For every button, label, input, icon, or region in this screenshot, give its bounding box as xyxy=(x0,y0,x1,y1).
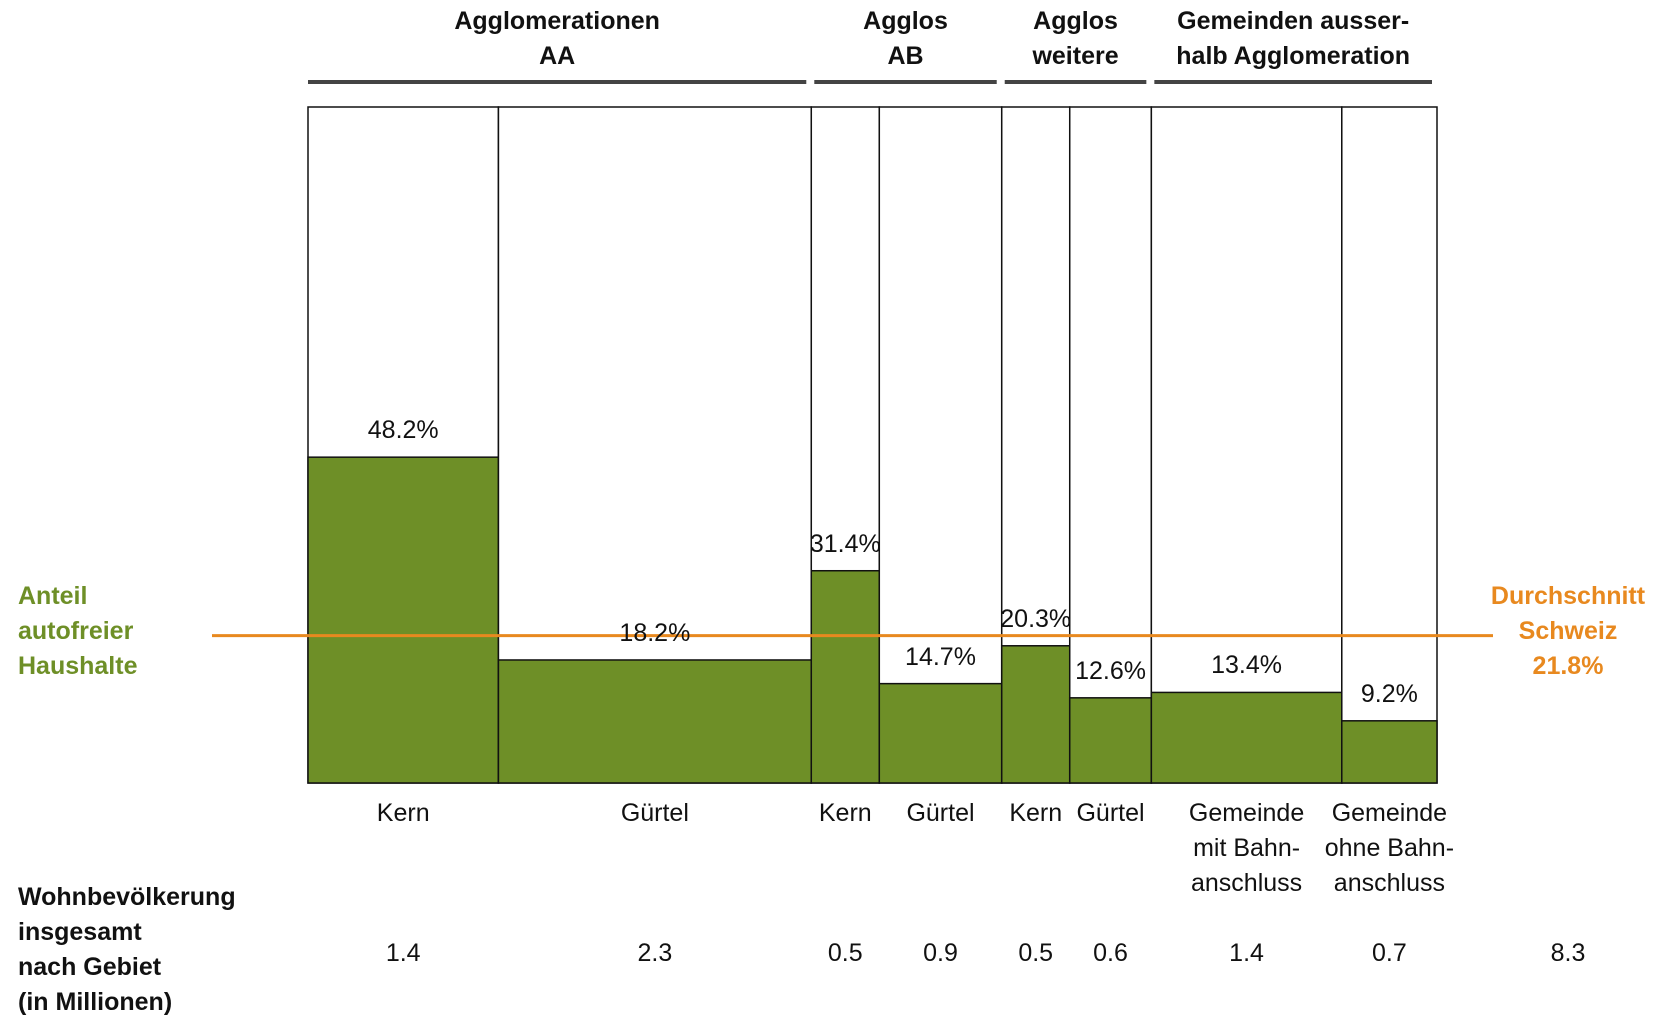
column-frame xyxy=(878,106,1003,784)
group-label: Gemeinden ausser- halb Agglomeration xyxy=(1176,7,1411,70)
width-label: 1.4 xyxy=(1229,939,1264,967)
bar xyxy=(1341,720,1438,784)
width-label: 0.6 xyxy=(1093,939,1128,967)
width-label: 0.5 xyxy=(827,939,863,967)
category-label: Kern xyxy=(1009,799,1063,827)
category-label: Gürtel xyxy=(906,799,975,827)
category-label: Gürtel xyxy=(1076,799,1145,827)
average-label: Durchschnitt Schweiz xyxy=(1490,582,1646,645)
width-label: 2.3 xyxy=(637,939,673,967)
total-label: 8.3 xyxy=(1550,939,1586,967)
value-label: 9.2% xyxy=(1360,679,1418,708)
bar xyxy=(1150,691,1343,784)
width-label: 0.5 xyxy=(1018,939,1054,967)
group-label: Agglos AB xyxy=(863,7,948,70)
group-label: Agglomerationen AA xyxy=(454,7,660,70)
width-label: 1.4 xyxy=(385,939,421,967)
width-label: 0.9 xyxy=(923,939,958,967)
category-label: Gemeinde ohne Bahn- anschluss xyxy=(1324,799,1455,897)
value-label: 48.2% xyxy=(367,416,439,445)
widths-label: Wohnbevölkerung insgesamt nach Gebiet (i… xyxy=(18,883,236,1016)
bar xyxy=(1000,645,1071,784)
bar xyxy=(878,682,1003,784)
average-value-label: 21.8% xyxy=(1532,652,1604,680)
value-label: 18.2% xyxy=(619,618,691,647)
value-label: 13.4% xyxy=(1211,651,1283,680)
value-label: 20.3% xyxy=(1000,604,1072,633)
value-label: 14.7% xyxy=(905,642,976,671)
bar xyxy=(307,456,500,784)
bar xyxy=(1068,697,1153,784)
category-label: Kern xyxy=(376,799,430,827)
bar xyxy=(810,569,881,784)
category-label: Gürtel xyxy=(620,799,689,827)
value-label: 31.4% xyxy=(809,529,881,558)
column-frame xyxy=(1150,106,1343,784)
series-label: Anteil autofreier Haushalte xyxy=(18,582,138,680)
value-label: 12.6% xyxy=(1075,656,1146,685)
category-label: Gemeinde mit Bahn- anschluss xyxy=(1188,799,1305,897)
bar xyxy=(497,659,813,784)
width-label: 0.7 xyxy=(1372,939,1407,967)
category-label: Kern xyxy=(818,799,872,827)
column-frame xyxy=(1341,106,1438,784)
group-label: Agglos weitere xyxy=(1032,7,1119,70)
